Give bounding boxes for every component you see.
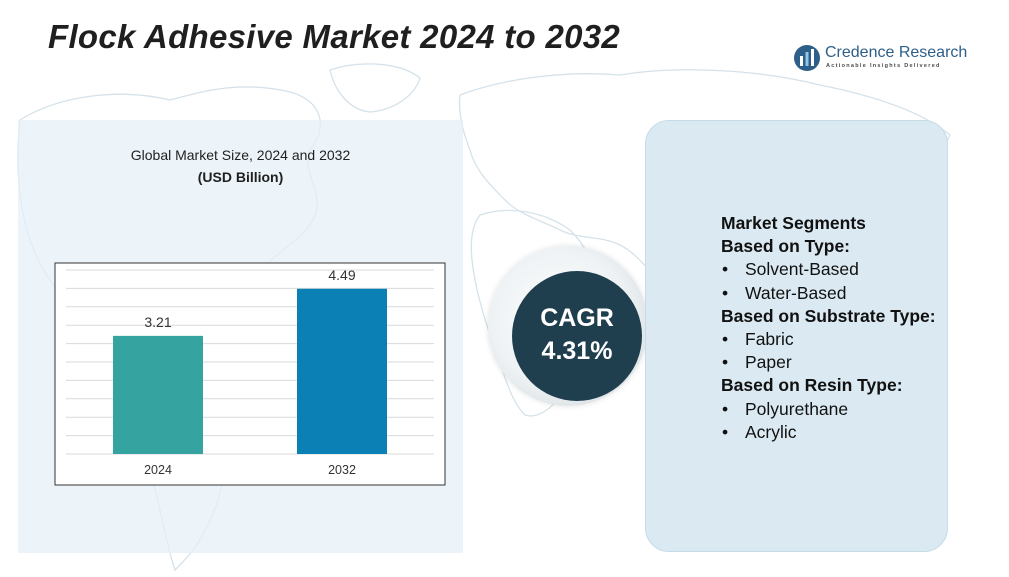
market-size-bar-chart: 3.21 2024 4.49 2032	[54, 262, 446, 486]
brand-tagline: Actionable Insights Delivered	[826, 63, 941, 69]
brand-logo: Credence Research Actionable Insights De…	[793, 42, 973, 76]
bar-chart-logo-icon	[794, 45, 820, 71]
chart-header: Global Market Size, 2024 and 2032 (USD B…	[18, 147, 463, 185]
segment-list: Polyurethane Acrylic	[721, 398, 941, 445]
segment-item: Acrylic	[721, 421, 941, 444]
cagr-value: 4.31%	[541, 337, 613, 365]
chart-title: Global Market Size, 2024 and 2032	[130, 147, 351, 163]
x-tick-label: 2024	[144, 463, 172, 477]
data-label: 4.49	[328, 267, 355, 283]
x-tick-label: 2032	[328, 463, 356, 477]
segment-item: Solvent-Based	[721, 258, 941, 281]
segment-list: Fabric Paper	[721, 328, 941, 375]
segment-item: Polyurethane	[721, 398, 941, 421]
segment-list: Solvent-Based Water-Based	[721, 258, 941, 305]
bar-2032	[297, 288, 387, 454]
segment-group-title: Based on Resin Type:	[721, 375, 903, 396]
segment-item: Paper	[721, 351, 941, 374]
market-segments: Market Segments Based on Type: Solvent-B…	[721, 212, 941, 444]
bar-2024	[113, 335, 203, 454]
segment-item: Fabric	[721, 328, 941, 351]
cagr-badge: CAGR 4.31%	[512, 271, 642, 401]
cagr-label: CAGR	[540, 304, 614, 332]
market-size-panel: Global Market Size, 2024 and 2032 (USD B…	[18, 120, 463, 553]
segment-item: Water-Based	[721, 282, 941, 305]
segments-heading: Market Segments	[721, 213, 866, 233]
segment-group-title: Based on Substrate Type:	[721, 305, 936, 326]
segment-group-title: Based on Type:	[721, 236, 851, 257]
brand-name: Credence Research	[825, 44, 968, 61]
data-label: 3.21	[144, 314, 171, 330]
page-title: Flock Adhesive Market 2024 to 2032	[48, 18, 621, 55]
chart-subtitle: (USD Billion)	[197, 169, 284, 185]
